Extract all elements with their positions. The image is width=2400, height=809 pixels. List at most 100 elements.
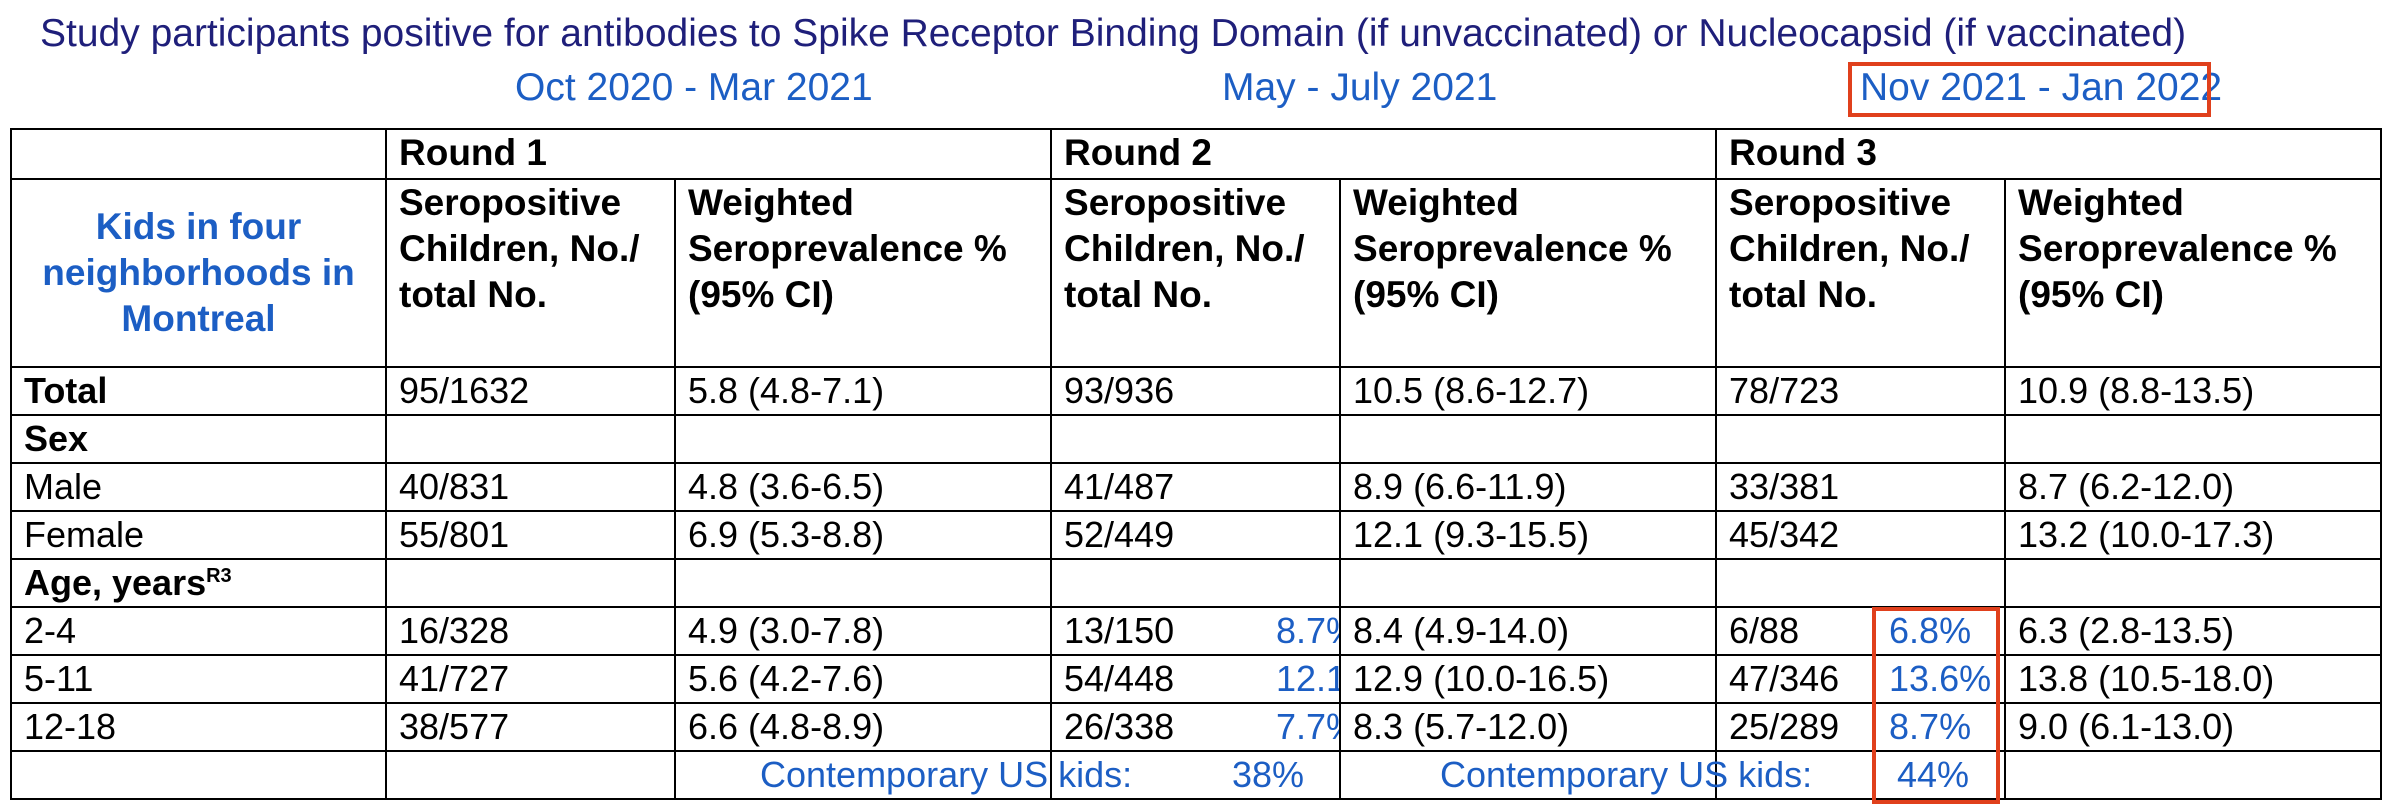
cell	[1715, 414, 2007, 464]
cell: 55/801	[385, 510, 676, 560]
cell: 8.3 (5.7-12.0)	[1339, 702, 1718, 752]
annotation-pct: 7.7%	[1276, 706, 1338, 747]
cell: 13.8 (10.5-18.0)	[2004, 654, 2383, 704]
cell	[1339, 750, 1718, 800]
round-1-header: Round 1	[384, 128, 1053, 180]
cell: 52/449	[1050, 510, 1342, 560]
cell: 10.9 (8.8-13.5)	[2004, 366, 2383, 416]
cell: 6.3 (2.8-13.5)	[2004, 606, 2383, 656]
cell	[385, 750, 676, 800]
cell	[2004, 558, 2383, 608]
row-label: Female	[10, 510, 387, 560]
row-label: 12-18	[10, 702, 387, 752]
table-row: Total 95/1632 5.8 (4.8-7.1) 93/936 10.5 …	[10, 366, 2383, 416]
period-round-1: Oct 2020 - Mar 2021	[515, 66, 873, 109]
col-header-weighted: Weighted Seroprevalence % (95% CI)	[2004, 178, 2383, 368]
cell: 41/487	[1050, 462, 1342, 512]
row-label: 5-11	[10, 654, 387, 704]
superscript: R3	[206, 565, 232, 587]
highlight-box-column	[1872, 607, 2000, 804]
annotation-pct: 8.7%	[1276, 610, 1338, 651]
col-header-weighted: Weighted Seroprevalence % (95% CI)	[673, 178, 1053, 368]
table-row: Female 55/801 6.9 (5.3-8.8) 52/449 12.1 …	[10, 510, 2383, 560]
cell: 41/727	[385, 654, 676, 704]
row-label: Male	[10, 462, 387, 512]
cell	[1715, 750, 2007, 800]
highlight-box-period	[1848, 62, 2211, 117]
table-row: Age, yearsR3	[10, 558, 2383, 608]
cell	[385, 558, 676, 608]
cell: 6.9 (5.3-8.8)	[673, 510, 1053, 560]
cell: 5.8 (4.8-7.1)	[673, 366, 1053, 416]
round-2-header: Round 2	[1050, 128, 1718, 180]
cell: 4.9 (3.0-7.8)	[673, 606, 1053, 656]
corner-cell	[10, 128, 387, 180]
cell: 8.7 (6.2-12.0)	[2004, 462, 2383, 512]
cell: 8.4 (4.9-14.0)	[1339, 606, 1718, 656]
contemporary-label-round-2: Contemporary US kids:	[760, 754, 1133, 795]
annotation-pct: 12.1%	[1276, 658, 1338, 699]
cell	[1339, 414, 1718, 464]
cell: 12.1 (9.3-15.5)	[1339, 510, 1718, 560]
row-label: Total	[10, 366, 387, 416]
cell	[1339, 558, 1718, 608]
cell: 9.0 (6.1-13.0)	[2004, 702, 2383, 752]
cell	[1050, 414, 1342, 464]
cell: 40/831	[385, 462, 676, 512]
cell	[673, 558, 1053, 608]
cell	[2004, 414, 2383, 464]
round-header-row: Round 1 Round 2 Round 3	[10, 128, 2383, 180]
col-header-seropositive: Seropositive Children, No./ total No.	[385, 178, 676, 368]
cell	[1050, 750, 1342, 800]
col-header-seropositive: Seropositive Children, No./ total No.	[1050, 178, 1342, 368]
cell: 6.6 (4.8-8.9)	[673, 702, 1053, 752]
cell	[673, 750, 1053, 800]
row-label: Sex	[10, 414, 387, 464]
cell	[385, 414, 676, 464]
row-label: Age, yearsR3	[10, 558, 387, 608]
seroprevalence-table: Round 1 Round 2 Round 3 Kids in four nei…	[10, 128, 2383, 800]
cell: 93/936	[1050, 366, 1342, 416]
round-3-header: Round 3	[1715, 128, 2383, 180]
annotation-pct: 13.6%	[1889, 658, 1992, 699]
cell	[673, 414, 1053, 464]
annotation-pct: 6.8%	[1889, 610, 1972, 651]
page-title: Study participants positive for antibodi…	[40, 12, 2187, 55]
table-row: Male 40/831 4.8 (3.6-6.5) 41/487 8.9 (6.…	[10, 462, 2383, 512]
cell: 47/346 13.6%	[1715, 654, 2007, 704]
cell: 78/723	[1715, 366, 2007, 416]
cell	[1050, 558, 1342, 608]
cell: 45/342	[1715, 510, 2007, 560]
contemporary-label-round-3: Contemporary US kids:	[1440, 754, 1813, 795]
contemporary-value-round-3: 44%	[1897, 754, 1970, 795]
cell	[10, 750, 387, 800]
cell: 38/577	[385, 702, 676, 752]
row-header-kids: Kids in four neighborhoods in Montreal	[10, 178, 387, 368]
col-header-weighted: Weighted Seroprevalence % (95% CI)	[1339, 178, 1718, 368]
cell	[2004, 750, 2383, 800]
cell: 25/289 8.7%	[1715, 702, 2007, 752]
cell: 10.5 (8.6-12.7)	[1339, 366, 1718, 416]
row-label: 2-4	[10, 606, 387, 656]
annotation-pct: 8.7%	[1889, 706, 1972, 747]
cell: 16/328	[385, 606, 676, 656]
col-header-seropositive: Seropositive Children, No./ total No.	[1715, 178, 2007, 368]
period-round-3: Nov 2021 - Jan 2022	[1860, 66, 2223, 109]
table-row: Sex	[10, 414, 2383, 464]
cell: 95/1632	[385, 366, 676, 416]
period-round-2: May - July 2021	[1222, 66, 1498, 109]
contemporary-value-round-2: 38%	[1232, 754, 1305, 795]
cell	[1715, 558, 2007, 608]
cell: 8.9 (6.6-11.9)	[1339, 462, 1718, 512]
table-row	[10, 750, 2383, 800]
cell: 12.9 (10.0-16.5)	[1339, 654, 1718, 704]
cell: 6/88 6.8%	[1715, 606, 2007, 656]
cell: 5.6 (4.2-7.6)	[673, 654, 1053, 704]
column-header-row: Kids in four neighborhoods in Montreal S…	[10, 178, 2383, 368]
